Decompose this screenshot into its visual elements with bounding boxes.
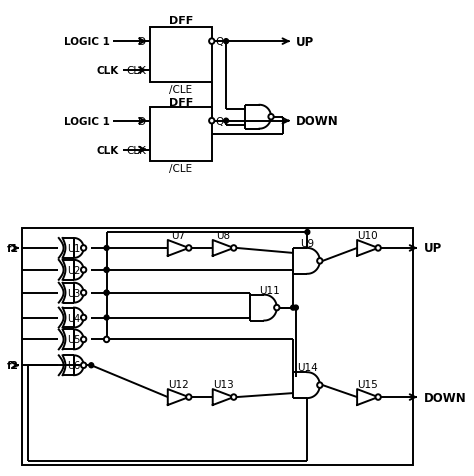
- Text: CLK: CLK: [126, 66, 146, 76]
- Circle shape: [104, 268, 109, 273]
- Circle shape: [305, 230, 310, 235]
- Text: U8: U8: [216, 230, 230, 240]
- Circle shape: [317, 258, 322, 264]
- Circle shape: [375, 395, 381, 400]
- Circle shape: [224, 40, 228, 45]
- Circle shape: [81, 268, 86, 273]
- Text: U4: U4: [67, 313, 81, 323]
- Text: U2: U2: [67, 265, 81, 275]
- Circle shape: [81, 315, 86, 321]
- Text: /CLE: /CLE: [169, 85, 192, 95]
- Text: LOGIC 1: LOGIC 1: [64, 37, 109, 47]
- Text: CLK: CLK: [97, 66, 119, 76]
- Circle shape: [81, 363, 86, 368]
- Text: U7: U7: [171, 230, 185, 240]
- Text: DOWN: DOWN: [424, 391, 467, 404]
- Bar: [150, 28, 212, 83]
- Text: DFF: DFF: [169, 98, 193, 108]
- Text: U10: U10: [357, 230, 378, 240]
- Text: f2: f2: [7, 360, 18, 370]
- Circle shape: [209, 119, 214, 124]
- Text: D: D: [138, 37, 146, 47]
- Text: UP: UP: [296, 36, 314, 49]
- Circle shape: [209, 40, 214, 45]
- Text: UP: UP: [424, 242, 442, 255]
- Text: U15: U15: [357, 379, 378, 389]
- Text: CLK: CLK: [97, 145, 119, 155]
- Text: U9: U9: [301, 238, 314, 248]
- Circle shape: [186, 246, 191, 251]
- Circle shape: [89, 363, 94, 368]
- Text: U3: U3: [67, 288, 81, 298]
- Text: Q: Q: [216, 117, 224, 127]
- Circle shape: [231, 246, 237, 251]
- Circle shape: [231, 395, 237, 400]
- Circle shape: [224, 119, 228, 124]
- Circle shape: [375, 246, 381, 251]
- Text: Q: Q: [216, 37, 224, 47]
- Text: U5: U5: [67, 335, 81, 345]
- Circle shape: [104, 337, 109, 342]
- Text: U13: U13: [213, 379, 234, 389]
- Text: CLK: CLK: [126, 145, 146, 155]
- Circle shape: [268, 115, 273, 120]
- Circle shape: [81, 337, 86, 342]
- Circle shape: [104, 246, 109, 251]
- Text: U12: U12: [168, 379, 189, 389]
- Circle shape: [293, 306, 298, 310]
- Text: DFF: DFF: [169, 16, 193, 26]
- Circle shape: [104, 337, 109, 342]
- Circle shape: [186, 395, 191, 400]
- Text: U1: U1: [67, 243, 81, 253]
- Text: U6: U6: [67, 360, 81, 370]
- Circle shape: [104, 290, 109, 296]
- Circle shape: [104, 290, 109, 296]
- Circle shape: [274, 305, 280, 311]
- Bar: [22, 228, 412, 465]
- Text: /CLE: /CLE: [169, 164, 192, 174]
- Circle shape: [317, 383, 322, 388]
- Circle shape: [81, 246, 86, 251]
- Circle shape: [291, 306, 295, 310]
- Circle shape: [81, 290, 86, 296]
- Text: U11: U11: [259, 285, 280, 295]
- Text: LOGIC 1: LOGIC 1: [64, 117, 109, 127]
- Bar: [150, 108, 212, 162]
- Circle shape: [104, 316, 109, 320]
- Text: f1: f1: [7, 243, 18, 253]
- Text: D: D: [138, 117, 146, 127]
- Circle shape: [104, 268, 109, 273]
- Text: U14: U14: [297, 363, 318, 372]
- Text: DOWN: DOWN: [296, 115, 338, 128]
